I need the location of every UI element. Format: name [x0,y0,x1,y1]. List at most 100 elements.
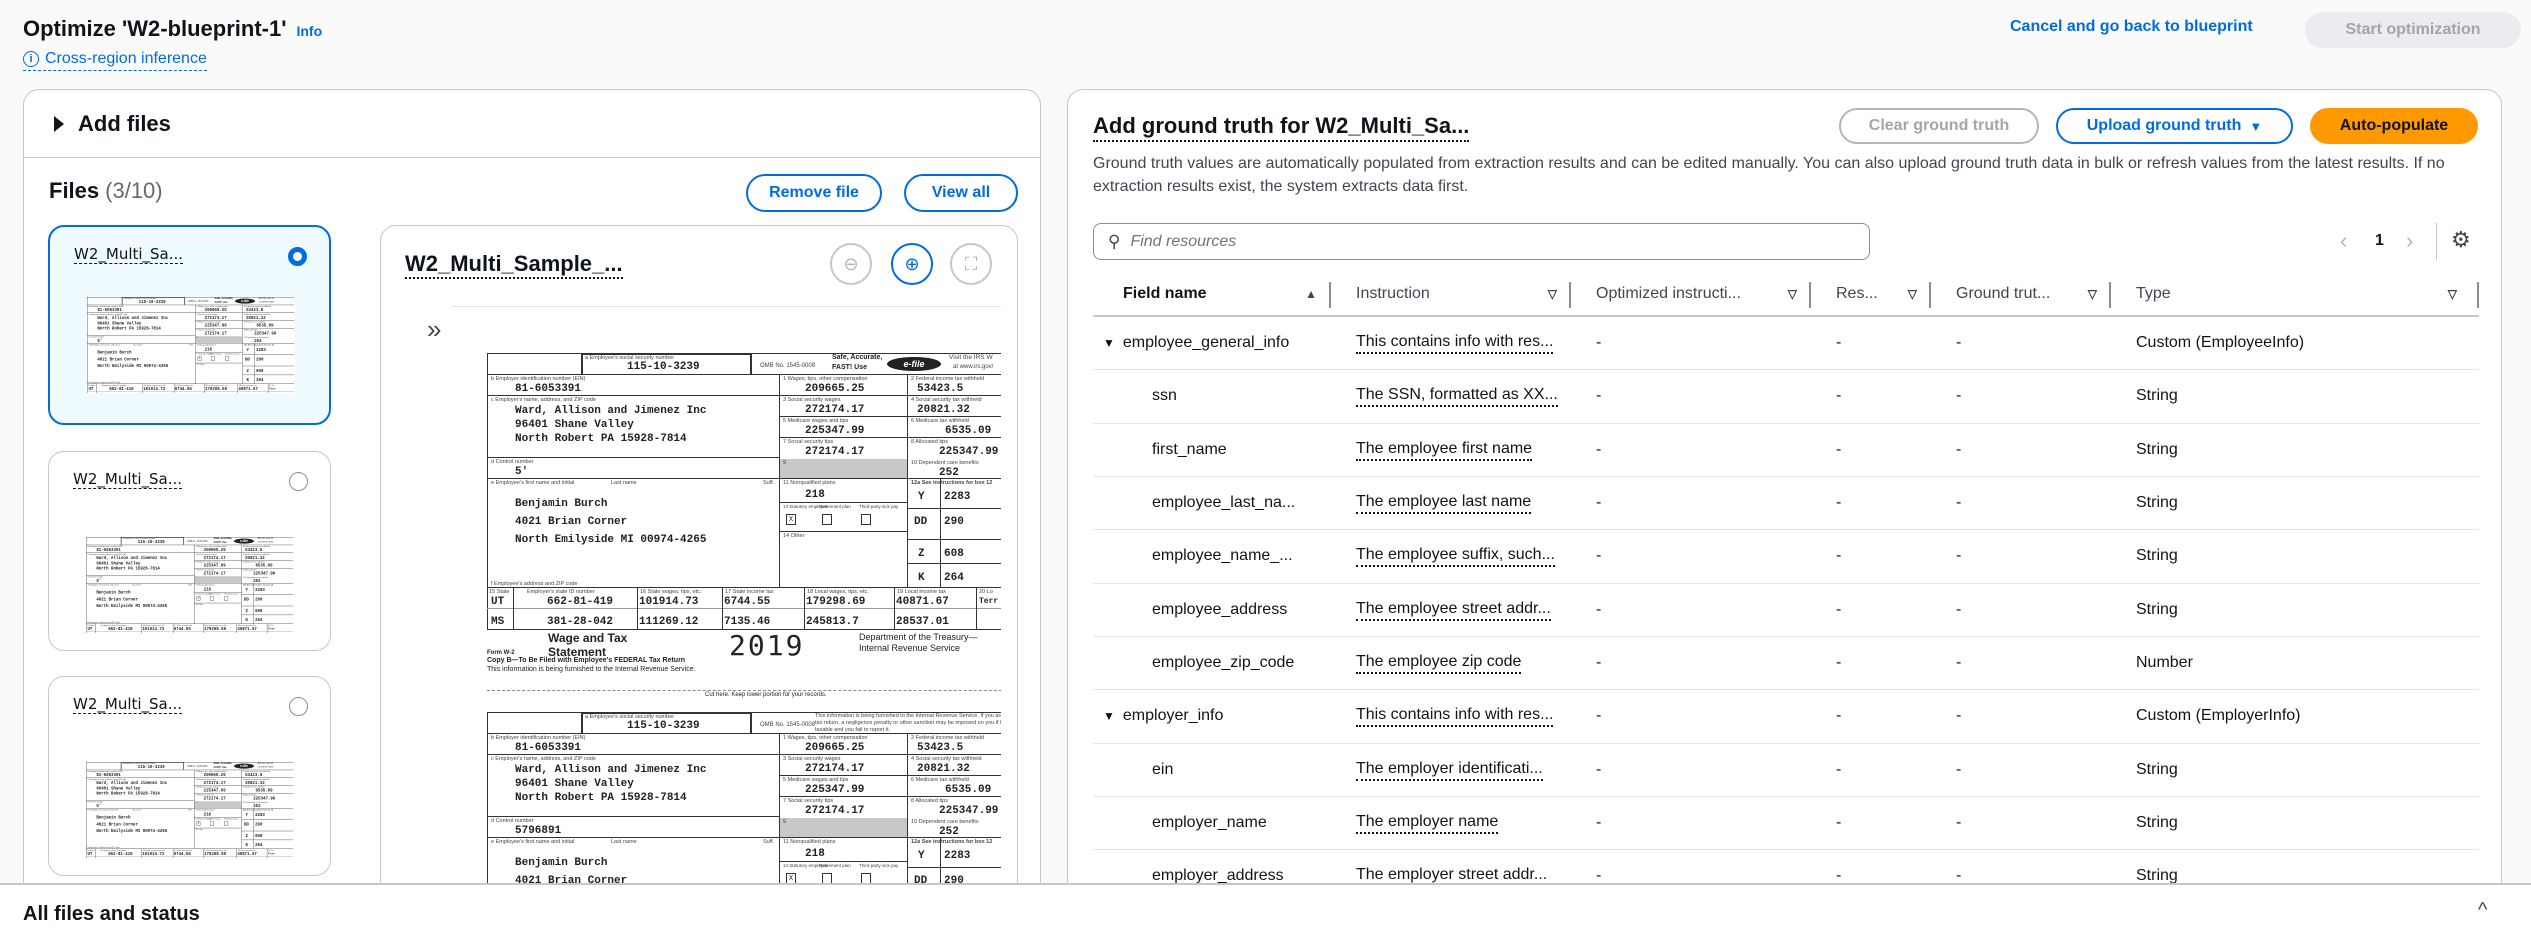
table-row[interactable]: first_name The employee first name - - - Stri… [1093,424,2479,477]
radio-unselected[interactable] [289,472,308,491]
box3-value: 272174.17 [203,780,226,786]
document-preview: W2_Multi_Sample_... » a Employee's socia… [380,225,1018,925]
sort-icon[interactable]: ▽ [1907,286,1917,301]
view-all-button[interactable]: View all [904,174,1018,212]
state-header: 20 Lo [269,384,275,387]
ground-truth-cell[interactable]: - [1956,814,1962,832]
table-row[interactable]: ein The employer identificati... - - - String [1093,744,2479,797]
sort-icon[interactable]: ▽ [1787,286,1797,301]
table-row[interactable]: employee_last_na... The employee last nam… [1093,477,2479,531]
field-name: employee_zip_code [1152,654,1295,672]
column-resizer[interactable] [2477,282,2479,308]
remove-file-button[interactable]: Remove file [746,174,882,212]
table-row[interactable]: ssn The SSN, formatted as XX... - - - String [1093,370,2479,424]
ground-truth-cell[interactable]: - [1956,440,1962,458]
instruction-text[interactable]: The employee last name [1356,492,1532,515]
sort-ascending-icon[interactable]: ▲ [1305,286,1317,301]
ground-truth-cell[interactable]: - [1956,387,1962,405]
instruction-cell[interactable]: The employee first name [1331,439,1571,461]
info-link[interactable]: Info [296,23,323,39]
instruction-cell[interactable]: This contains info with res... [1331,705,1571,728]
table-row[interactable]: ▼ employee_general_info This contains info… [1093,317,2479,371]
sort-icon[interactable]: ▽ [1547,286,1557,301]
ground-truth-cell[interactable]: - [1956,494,1962,512]
instruction-cell[interactable]: The employer name [1331,812,1571,835]
column-resizer[interactable] [1809,282,1811,308]
instruction-text[interactable]: This contains info with res... [1356,705,1554,728]
form-rule [779,531,907,532]
column-header-instruction[interactable]: Instruction ▽ [1331,272,1571,315]
expand-caret-icon[interactable]: ▼ [1103,336,1115,351]
instruction-cell[interactable]: The employee last name [1331,492,1571,515]
form-rule [581,353,750,355]
start-optimization-button[interactable]: Start optimization [2305,12,2521,48]
instruction-text[interactable]: The employer identificati... [1356,759,1543,781]
instruction-cell[interactable]: This contains info with res... [1331,332,1571,355]
zoom-out-button[interactable]: ⊖ [830,243,872,285]
table-row[interactable]: employee_zip_code The employee zip code - -… [1093,637,2479,691]
instruction-text[interactable]: The employee first name [1356,439,1533,461]
ground-truth-cell[interactable]: - [1956,867,1962,885]
auto-populate-button[interactable]: Auto-populate [2310,108,2478,144]
instruction-text[interactable]: The employee suffix, such... [1356,545,1555,568]
column-resizer[interactable] [2109,282,2111,308]
ground-truth-cell[interactable]: - [1956,547,1962,565]
table-row[interactable]: employee_name_... The employee suffix, su… [1093,530,2479,584]
upload-ground-truth-button[interactable]: Upload ground truth ▼ [2056,108,2293,144]
add-files-expander[interactable]: Add files [24,90,1040,158]
control-number: 5' [96,803,102,809]
sort-icon[interactable]: ▽ [2087,286,2097,301]
box1-label: 1 Wages, tips, other compensation [783,735,868,741]
file-card[interactable]: W2_Multi_Sa... a Employee's social secur… [48,225,331,425]
visit-text: Visit the IRS W [257,297,275,300]
ground-truth-cell[interactable]: - [1956,334,1962,352]
table-row[interactable]: employee_address The employee street addr… [1093,584,2479,637]
radio-selected[interactable] [288,247,307,266]
instruction-cell[interactable]: The employer identificati... [1331,759,1571,781]
ground-truth-cell[interactable]: - [1956,707,1962,725]
column-header-ground-truth[interactable]: Ground trut... ▽ [1931,272,2111,315]
instruction-cell[interactable]: The employee zip code [1331,652,1571,675]
ground-truth-cell[interactable]: - [1956,654,1962,672]
instruction-cell[interactable]: The employee street addr... [1331,599,1571,621]
instruction-text[interactable]: The employee zip code [1356,652,1522,675]
cross-region-inference-link[interactable]: i Cross-region inference [23,50,207,71]
ground-truth-cell[interactable]: - [1956,600,1962,618]
instruction-cell[interactable]: The employee suffix, such... [1331,545,1571,568]
instruction-text[interactable]: This contains info with res... [1356,332,1554,355]
previous-page-icon[interactable]: ‹ [2340,228,2348,253]
clear-ground-truth-button[interactable]: Clear ground truth [1839,108,2039,144]
next-page-icon[interactable]: › [2406,228,2414,253]
column-header-result[interactable]: Res... ▽ [1811,272,1931,315]
zoom-in-button[interactable]: ⊕ [891,243,933,285]
instruction-text[interactable]: The employee street addr... [1356,599,1551,621]
search-field[interactable]: ⚲ [1093,223,1870,260]
ground-truth-cell[interactable]: - [1956,760,1962,778]
radio-unselected[interactable] [289,697,308,716]
column-header-field-name[interactable]: Field name ▲ [1093,272,1331,315]
column-header-optimized-instruction[interactable]: Optimized instructi... ▽ [1571,272,1811,315]
instruction-cell[interactable]: The SSN, formatted as XX... [1331,385,1571,408]
file-card[interactable]: W2_Multi_Sa... a Employee's social secur… [48,451,331,651]
column-header-type[interactable]: Type ▽ [2111,272,2479,315]
file-card[interactable]: W2_Multi_Sa... a Employee's social secur… [48,676,331,876]
search-input[interactable] [1130,232,1831,251]
control-label: d Control number [87,576,104,579]
expand-caret-icon[interactable]: ▼ [1103,709,1115,724]
double-chevron-right-icon[interactable]: » [427,314,442,344]
employee-address-label: f Employee's address and ZIP code [491,581,578,587]
cancel-link[interactable]: Cancel and go back to blueprint [2010,18,2253,35]
column-resizer[interactable] [1329,282,1331,308]
current-page[interactable]: 1 [2375,232,2384,249]
column-resizer[interactable] [1569,282,1571,308]
chevron-up-icon[interactable]: ^ [2478,899,2488,921]
table-row[interactable]: employer_name The employer name - - - String [1093,797,2479,851]
column-resizer[interactable] [1929,282,1931,308]
table-row[interactable]: ▼ employer_info This contains info with re… [1093,690,2479,744]
fit-to-screen-button[interactable]: ⛶ [950,243,992,285]
settings-gear-icon[interactable]: ⚙ [2451,227,2471,252]
box10-label: 10 Dependent care benefits [243,336,269,339]
instruction-text[interactable]: The SSN, formatted as XX... [1356,385,1558,408]
sort-icon[interactable]: ▽ [2447,286,2457,301]
instruction-text[interactable]: The employer name [1356,812,1499,835]
